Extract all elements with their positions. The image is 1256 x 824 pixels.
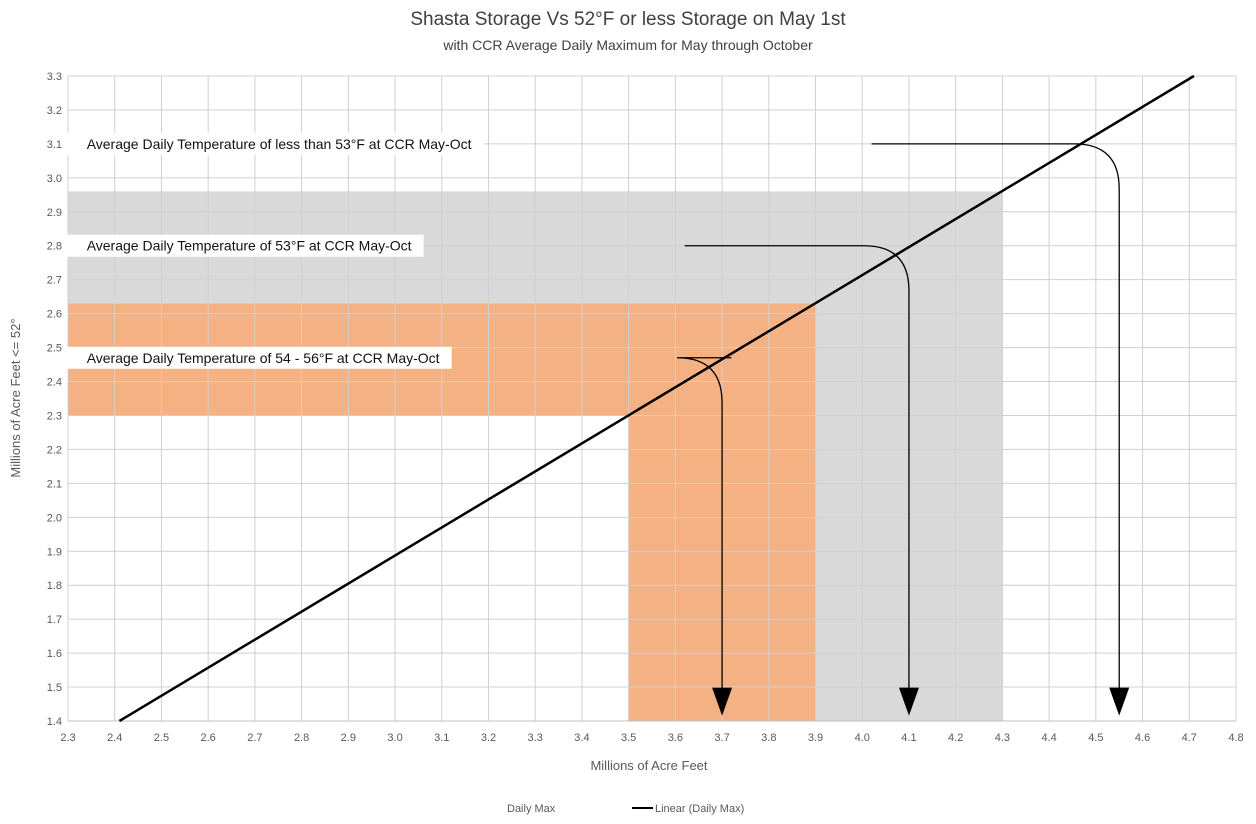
annotation-label-background <box>66 234 424 257</box>
chart-title: Shasta Storage Vs 52°F or less Storage o… <box>410 9 846 30</box>
annotation-arrowhead-2 <box>898 687 919 716</box>
x-tick-label: 2.9 <box>341 732 356 744</box>
gridlines <box>67 75 1237 722</box>
x-tick-label: 4.0 <box>855 732 870 744</box>
y-tick-label: 1.8 <box>47 580 62 592</box>
annotation-arrow-line-1 <box>871 143 1120 690</box>
x-tick-label: 4.1 <box>901 732 916 744</box>
legend: Daily Max Linear (Daily Max) <box>507 803 744 815</box>
x-tick-label: 3.8 <box>761 732 776 744</box>
chart-subtitle: with CCR Average Daily Maximum for May t… <box>442 37 813 53</box>
x-tick-label: 4.7 <box>1182 732 1197 744</box>
annotation-label-background <box>66 132 484 155</box>
y-tick-label: 2.4 <box>47 377 62 389</box>
x-tick-label: 3.6 <box>668 732 683 744</box>
annotation-label-3: Average Daily Temperature of 54 - 56°F a… <box>87 350 440 366</box>
series <box>118 74 1195 723</box>
x-tick-label: 3.1 <box>434 732 449 744</box>
y-tick-label: 1.4 <box>47 716 62 728</box>
x-tick-label: 3.3 <box>528 732 543 744</box>
x-tick-label: 4.8 <box>1228 732 1243 744</box>
x-tick-label: 2.8 <box>294 732 309 744</box>
y-tick-label: 3.3 <box>47 71 62 83</box>
y-axis-title: Millions of Acre Feet <= 52° <box>8 318 23 477</box>
y-tick-label: 1.9 <box>47 546 62 558</box>
y-tick-label: 2.2 <box>47 444 62 456</box>
x-tick-label: 4.3 <box>995 732 1010 744</box>
y-tick-label: 2.6 <box>47 309 62 321</box>
y-tick-label: 2.9 <box>47 207 62 219</box>
x-tick-label: 3.7 <box>714 732 729 744</box>
x-axis-title: Millions of Acre Feet <box>590 758 707 773</box>
annotations: Average Daily Temperature of less than 5… <box>66 132 1130 716</box>
y-tick-label: 1.6 <box>47 648 62 660</box>
y-tick-label: 2.7 <box>47 275 62 287</box>
x-tick-label: 4.4 <box>1041 732 1056 744</box>
x-tick-label: 4.5 <box>1088 732 1103 744</box>
x-tick-label: 3.0 <box>387 732 402 744</box>
annotation-arrow-line-2 <box>684 245 910 690</box>
x-tick-label: 4.6 <box>1135 732 1150 744</box>
x-tick-label: 3.4 <box>574 732 589 744</box>
x-tick-label: 2.4 <box>107 732 122 744</box>
annotation-arrowhead-3 <box>712 687 733 716</box>
x-tick-label: 2.7 <box>247 732 262 744</box>
x-tick-label: 3.5 <box>621 732 636 744</box>
y-tick-label: 3.2 <box>47 105 62 117</box>
y-tick-label: 2.1 <box>47 478 62 490</box>
x-axis-ticks: 2.3 2.4 2.5 2.6 2.7 2.8 2.9 3.0 3.1 3.2 3.3 3.4 3.5 3… <box>60 732 1243 744</box>
legend-entry-linear-daily-max: Linear (Daily Max) <box>655 803 744 815</box>
annotation-label-1: Average Daily Temperature of less than 5… <box>87 136 472 152</box>
y-tick-label: 2.3 <box>47 410 62 422</box>
x-tick-label: 2.6 <box>201 732 216 744</box>
y-axis-ticks: 1.4 1.5 1.6 1.7 1.8 1.9 2.0 2.1 2.2 2.3 2.4 2.5 2.6 2… <box>47 71 62 728</box>
y-tick-label: 2.8 <box>47 241 62 253</box>
annotation-label-2: Average Daily Temperature of 53°F at CCR… <box>87 238 412 254</box>
x-tick-label: 2.5 <box>154 732 169 744</box>
annotation-label-background <box>66 346 452 369</box>
y-tick-label: 2.5 <box>47 343 62 355</box>
x-tick-label: 3.9 <box>808 732 823 744</box>
y-tick-label: 1.7 <box>47 614 62 626</box>
x-tick-label: 4.2 <box>948 732 963 744</box>
annotation-arrowhead-1 <box>1109 687 1130 716</box>
y-tick-label: 2.0 <box>47 512 62 524</box>
y-tick-label: 1.5 <box>47 682 62 694</box>
y-tick-label: 3.1 <box>47 139 62 151</box>
trend-line-1 <box>118 74 1195 723</box>
annotation-arrow-line-3 <box>677 357 732 690</box>
legend-entry-daily-max: Daily Max <box>507 803 556 815</box>
x-tick-label: 3.2 <box>481 732 496 744</box>
x-tick-label: 2.3 <box>60 732 75 744</box>
y-tick-label: 3.0 <box>47 173 62 185</box>
